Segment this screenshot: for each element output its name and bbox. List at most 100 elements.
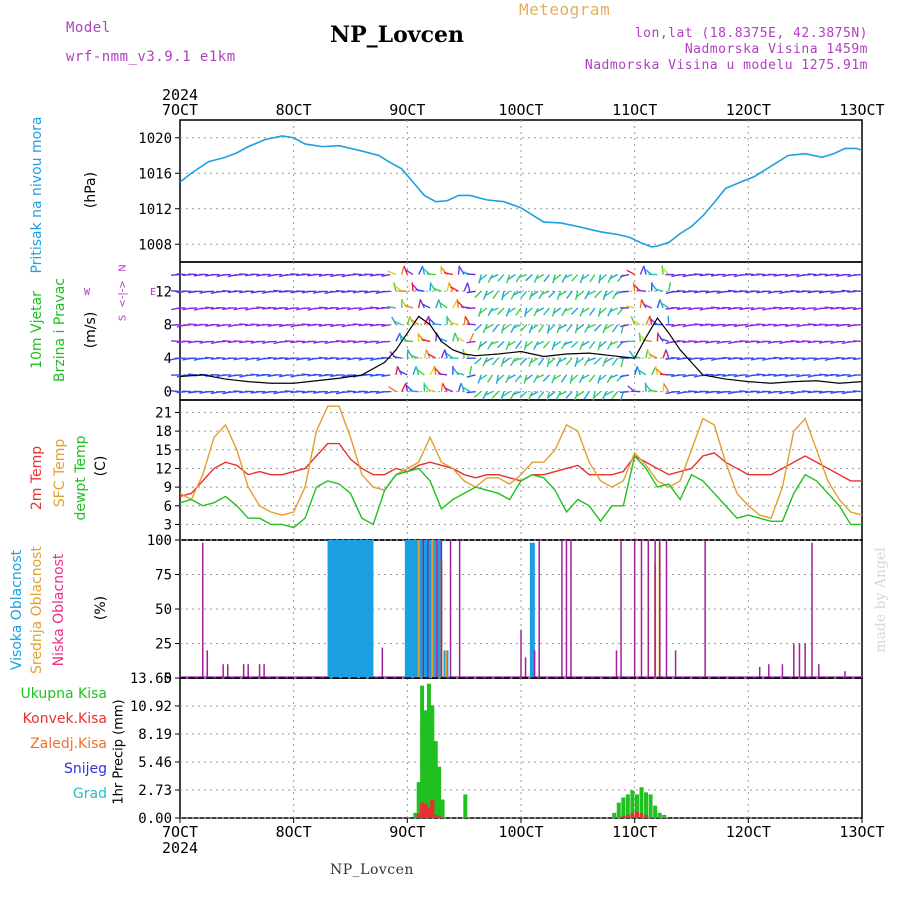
- wind-arrow: [524, 340, 533, 348]
- wind-arrow: [620, 374, 630, 378]
- wind-arrow: [576, 290, 584, 298]
- wind-arrow: [188, 323, 198, 326]
- wind-arrow: [643, 265, 647, 275]
- wind-arrow: [625, 304, 635, 309]
- wind-arrow: [501, 291, 505, 301]
- cloud-high-bar: [354, 540, 360, 678]
- wind-arrow: [654, 365, 659, 376]
- wind-arrow: [654, 287, 664, 292]
- wind-arrow: [404, 304, 414, 309]
- wind-arrow: [563, 340, 573, 346]
- wind-arrow: [495, 374, 499, 384]
- wind-arrow: [427, 353, 437, 359]
- wind-arrow: [649, 315, 653, 325]
- wind-arrow: [517, 273, 527, 279]
- model-label: Model: [66, 20, 111, 36]
- wind-arrow: [512, 390, 522, 396]
- wind-arrow: [524, 374, 533, 381]
- wind-arrow: [416, 369, 425, 376]
- wind-arrow: [398, 370, 408, 376]
- wind-arrow: [512, 324, 522, 330]
- cloud-low-bar: [640, 540, 643, 678]
- wind-arrow: [406, 315, 411, 325]
- wind-arrow: [790, 339, 800, 343]
- wind-arrow: [381, 374, 391, 378]
- wind-arrow: [558, 357, 567, 363]
- wind-arrow: [552, 274, 556, 284]
- wind-arrow: [239, 323, 249, 326]
- wind-arrow: [570, 307, 579, 315]
- wind-arrow: [593, 324, 602, 332]
- wind-arrow: [335, 289, 345, 292]
- wind-arrow: [170, 273, 181, 276]
- y-tick-label: 3: [164, 517, 172, 533]
- y-tick-label: 8: [164, 318, 172, 334]
- wind-arrow: [530, 324, 539, 331]
- wind-arrow: [491, 357, 499, 366]
- wind-arrow: [662, 382, 665, 392]
- cloud-high-bar: [413, 540, 419, 678]
- y-tick-label: 0: [164, 671, 172, 687]
- x-tick-label-bottom: 10OCT: [498, 823, 543, 841]
- y-tick-label: 25: [155, 637, 172, 653]
- wind-arrow: [515, 307, 522, 316]
- wind-arrow: [466, 273, 476, 276]
- wind-arrow: [515, 274, 522, 283]
- wind-arrow: [571, 274, 579, 282]
- wind-arrow: [318, 306, 328, 309]
- wind-arrow: [199, 357, 209, 360]
- wind-arrow: [593, 357, 602, 365]
- wind-arrow: [575, 357, 584, 364]
- wind-arrow: [474, 290, 482, 299]
- wind-arrow: [429, 282, 432, 292]
- wind-arrow: [489, 273, 499, 279]
- wind-arrow: [170, 340, 181, 343]
- temp-dewpt-line: [179, 454, 862, 529]
- wind-arrow: [284, 273, 294, 276]
- wind-arrow: [400, 265, 405, 275]
- cloud-low-bar: [665, 540, 668, 678]
- wind-arrow: [688, 390, 698, 393]
- wind-arrow: [423, 316, 430, 326]
- wind-arrow: [589, 274, 596, 283]
- wind-arrow: [473, 357, 482, 365]
- cloud-low-bar: [565, 540, 568, 678]
- wind-arrow: [574, 291, 579, 301]
- wind-arrow: [693, 273, 703, 276]
- wind-arrow: [492, 324, 499, 333]
- wind-arrow: [644, 382, 647, 392]
- wind-arrow: [514, 374, 522, 383]
- precip-conv-bar: [621, 815, 626, 818]
- cloud-high-bar: [345, 540, 351, 678]
- precip-total-bar: [423, 710, 428, 818]
- wind-arrow: [565, 357, 573, 366]
- panel-frame-precip: [179, 677, 863, 819]
- cloud-low-bar: [222, 664, 224, 678]
- wind-arrow: [496, 374, 505, 382]
- wind-arrow: [583, 391, 590, 400]
- wind-arrow: [767, 357, 777, 360]
- wind-arrow: [552, 340, 562, 348]
- cloud-low-bar: [818, 664, 820, 678]
- cloud-high-bar: [529, 542, 535, 678]
- wind-arrow: [588, 341, 596, 349]
- wind-arrow: [639, 265, 645, 275]
- wind-dir-e: E: [150, 287, 157, 298]
- precip-conv-bar: [423, 803, 428, 818]
- wind-arrow: [381, 273, 391, 277]
- wind-arrow: [598, 374, 607, 381]
- wind-arrow: [835, 290, 845, 293]
- wind-arrow: [512, 357, 522, 363]
- wind-arrow: [535, 273, 545, 280]
- wind-arrow: [599, 274, 607, 282]
- wind-arrow: [739, 390, 749, 393]
- wind-arrow: [722, 290, 732, 293]
- wind-arrow: [466, 340, 476, 344]
- precip-total-bar: [416, 782, 421, 818]
- precip-total-bar: [463, 794, 468, 818]
- wind-arrow: [205, 356, 215, 359]
- wind-arrow: [393, 282, 397, 292]
- wind-arrow: [457, 265, 461, 275]
- wind-arrow: [667, 315, 670, 325]
- wind-arrow: [456, 336, 465, 343]
